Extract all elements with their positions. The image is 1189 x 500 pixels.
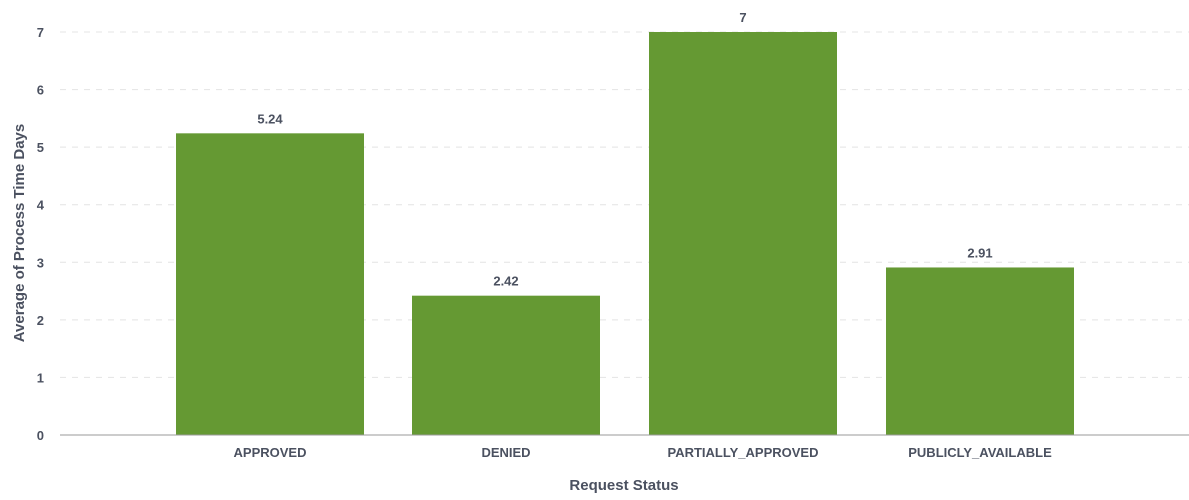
y-tick-label: 6 xyxy=(37,83,44,98)
bar[interactable] xyxy=(176,133,364,435)
y-tick-label: 3 xyxy=(37,255,44,270)
bar[interactable] xyxy=(649,32,837,435)
x-tick-label: APPROVED xyxy=(234,445,307,460)
data-labels: 5.24 2.42 7 2.91 xyxy=(257,10,992,289)
y-tick-label: 2 xyxy=(37,313,44,328)
y-axis-title: Average of Process Time Days xyxy=(11,124,28,342)
x-axis-ticks: APPROVED DENIED PARTIALLY_APPROVED PUBLICLY… xyxy=(234,445,1053,460)
y-tick-label: 5 xyxy=(37,140,44,155)
x-tick-label: PARTIALLY_APPROVED xyxy=(668,445,819,460)
bars xyxy=(176,32,1074,435)
bar[interactable] xyxy=(886,267,1074,435)
bar[interactable] xyxy=(412,295,600,435)
x-tick-label: PUBLICLY_AVAILABLE xyxy=(908,445,1052,460)
data-label: 5.24 xyxy=(257,111,283,126)
data-label: 2.42 xyxy=(493,274,518,289)
x-tick-label: DENIED xyxy=(481,445,530,460)
data-label: 2.91 xyxy=(967,245,992,260)
y-tick-label: 0 xyxy=(37,428,44,443)
y-axis-ticks: 0 1 2 3 4 5 6 7 xyxy=(37,25,45,443)
y-tick-label: 1 xyxy=(37,370,44,385)
y-tick-label: 7 xyxy=(37,25,44,40)
y-tick-label: 4 xyxy=(37,198,45,213)
data-label: 7 xyxy=(739,10,746,25)
x-axis-title: Request Status xyxy=(569,477,678,494)
